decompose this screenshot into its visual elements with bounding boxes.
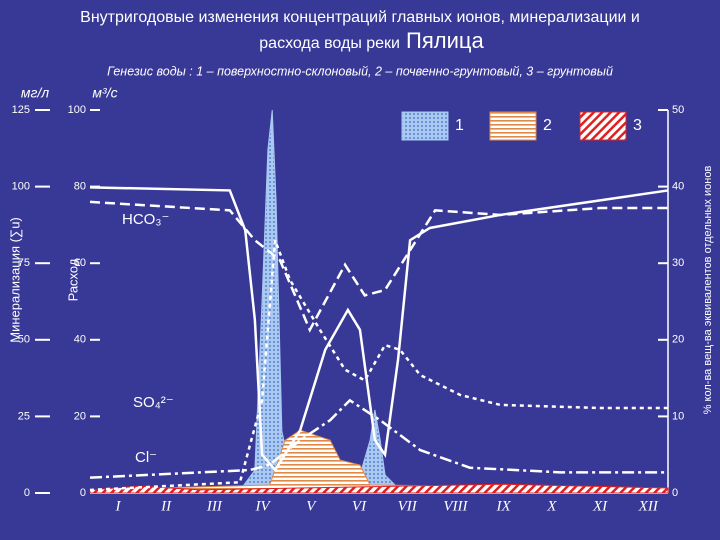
annotation: Cl⁻: [135, 449, 157, 466]
ion-line: [89, 200, 668, 333]
x-tick-label: VIII: [443, 498, 468, 514]
x-tick-label: XII: [638, 498, 659, 514]
y2-tick-label: 0: [80, 487, 86, 499]
legend-label: 2: [543, 117, 552, 134]
x-tick-label: II: [160, 498, 172, 514]
y-tick-label: 0: [24, 487, 30, 499]
x-tick-label: X: [546, 498, 557, 514]
x-tick-label: V: [306, 498, 317, 514]
y3-tick-label: 0: [672, 487, 678, 499]
y2-axis-title: Расход: [65, 258, 80, 301]
title-line-2: расхода воды реки: [259, 35, 400, 52]
x-tick-label: XI: [592, 498, 608, 514]
y2-unit: м³/с: [92, 85, 117, 101]
legend-label: 3: [633, 117, 642, 134]
y3-tick-label: 40: [672, 181, 684, 193]
y3-tick-label: 30: [672, 257, 684, 269]
x-tick-label: I: [114, 498, 121, 514]
y-tick-label: 50: [18, 334, 30, 346]
y3-tick-label: 20: [672, 334, 684, 346]
x-tick-label: VI: [352, 498, 367, 514]
subtitle: Генезис воды : 1 – поверхностно-склоновы…: [107, 64, 613, 78]
y2-tick-label: 20: [74, 410, 86, 422]
river-name: Пялица: [406, 28, 484, 53]
y2-tick-label: 60: [74, 257, 86, 269]
ion-line: [89, 239, 668, 492]
y-unit: мг/л: [21, 85, 49, 101]
annotation: HCO₃⁻: [122, 211, 169, 228]
x-tick-label: III: [206, 498, 223, 514]
legend-swatch: [401, 111, 449, 141]
annotation: SO₄²⁻: [133, 394, 174, 411]
y2-tick-label: 100: [68, 104, 86, 116]
legend-label: 1: [455, 117, 464, 134]
y3-tick-label: 50: [672, 104, 684, 116]
ion-line: [89, 398, 668, 479]
x-tick-label: IV: [254, 498, 271, 514]
y3-tick-label: 10: [672, 410, 684, 422]
y-tick-label: 25: [18, 410, 30, 422]
y-tick-label: 125: [12, 104, 30, 116]
legend-swatch: [489, 111, 537, 141]
y-tick-label: 100: [12, 181, 30, 193]
y-tick-label: 75: [18, 257, 30, 269]
y3-axis-title: % кол-ва вещ-ва эквивалентов отдельных и…: [702, 166, 714, 415]
y-axis-title: Минерализация (∑u): [7, 217, 22, 343]
title: Внутригодовые изменения концентраций гла…: [80, 9, 640, 26]
x-tick-label: IX: [496, 498, 512, 514]
ion-line: [89, 186, 669, 473]
y2-tick-label: 80: [74, 181, 86, 193]
legend-swatch: [579, 111, 627, 141]
x-tick-label: VII: [398, 498, 418, 514]
y2-tick-label: 40: [74, 334, 86, 346]
